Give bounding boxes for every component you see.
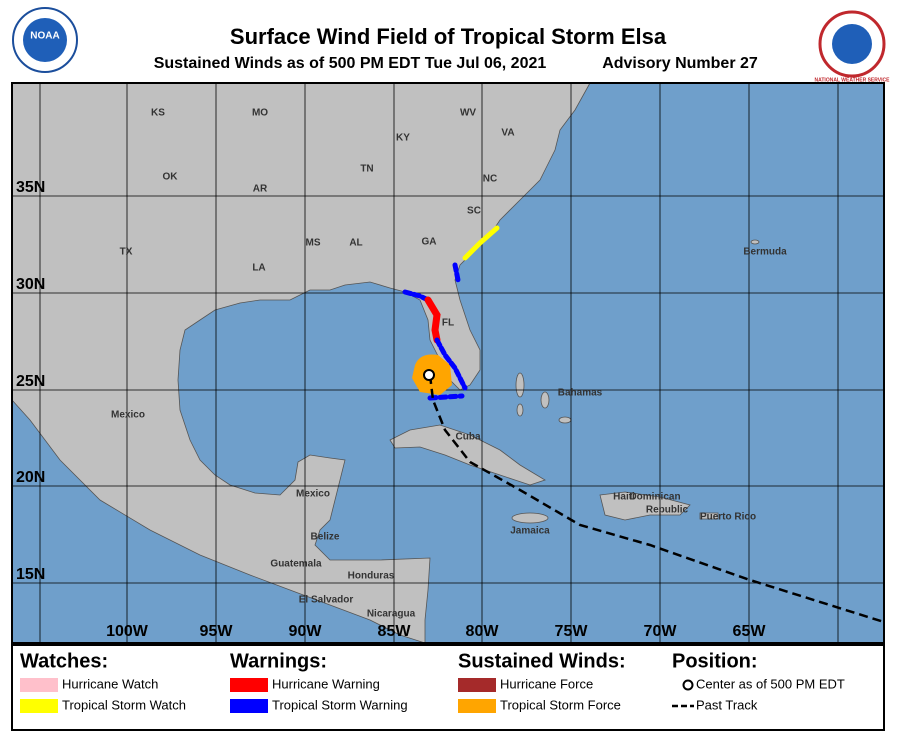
legend-swatch xyxy=(20,678,58,692)
place-label: FL xyxy=(442,318,454,329)
place-label: Bermuda xyxy=(743,247,787,258)
place-label: GA xyxy=(422,237,437,248)
map: 35N 30N 25N 20N 15N 100W 95W 90W 85W 80W 75W 70W 65W… xyxy=(11,82,885,644)
legend-item: Tropical Storm Watch xyxy=(62,697,186,712)
noaa-logo-text: NOAA xyxy=(30,31,59,42)
longitude-label: 80W xyxy=(466,623,500,640)
legend-center-symbol xyxy=(682,679,694,691)
title: Surface Wind Field of Tropical Storm Els… xyxy=(230,24,667,49)
longitude-label: 85W xyxy=(378,623,412,640)
hurricane-warning-coast xyxy=(424,296,441,344)
legend-item: Center as of 500 PM EDT xyxy=(696,676,845,691)
legend-title: Warnings: xyxy=(230,650,327,672)
legend-item: Past Track xyxy=(696,697,758,712)
bahamas-island xyxy=(540,391,550,409)
place-label: TN xyxy=(360,164,373,175)
place-label: VA xyxy=(501,128,514,139)
hispaniola xyxy=(599,491,691,521)
legend-swatch xyxy=(230,678,268,692)
subtitle: Sustained Winds as of 500 PM EDT Tue Jul… xyxy=(154,55,547,72)
legend-swatch xyxy=(458,699,496,713)
place-label: Nicaragua xyxy=(367,609,416,620)
legend-item: Hurricane Watch xyxy=(62,676,158,691)
nws-logo-inner xyxy=(832,24,872,64)
place-label: Honduras xyxy=(348,571,395,582)
place-label: KY xyxy=(396,133,410,144)
bermuda xyxy=(750,239,760,245)
cuba xyxy=(389,424,546,486)
place-label: LA xyxy=(252,263,265,274)
past-track xyxy=(428,374,885,624)
puerto-rico xyxy=(699,512,719,520)
place-label: TX xyxy=(120,247,133,258)
place-label: Dominican xyxy=(629,492,680,503)
place-label: OK xyxy=(163,172,179,183)
place-label: Cuba xyxy=(456,432,481,443)
place-label: Mexico xyxy=(111,410,145,421)
place-label: Jamaica xyxy=(510,526,550,537)
place-label: Belize xyxy=(311,532,340,543)
longitude-label: 100W xyxy=(106,623,149,640)
place-label: SC xyxy=(467,206,481,217)
longitude-label: 90W xyxy=(289,623,323,640)
bahamas-island xyxy=(515,372,525,398)
legend-frame xyxy=(11,644,885,731)
longitude-label: 75W xyxy=(555,623,589,640)
place-label: NC xyxy=(483,174,497,185)
latitude-label: 30N xyxy=(16,276,45,293)
place-label: Guatemala xyxy=(270,559,322,570)
legend-title: Watches: xyxy=(20,650,108,672)
place-label: AL xyxy=(349,238,362,249)
legend-swatch xyxy=(230,699,268,713)
north-america xyxy=(11,82,591,644)
legend-title: Sustained Winds: xyxy=(458,650,626,672)
legend-title: Position: xyxy=(672,650,758,672)
latitude-label: 25N xyxy=(16,373,45,390)
place-label: Mexico xyxy=(296,489,330,500)
advisory: Advisory Number 27 xyxy=(602,55,758,72)
nws-logo-text: NATIONAL WEATHER SERVICE xyxy=(815,77,891,83)
longitude-label: 70W xyxy=(644,623,678,640)
graticule xyxy=(12,83,884,643)
bahamas-island xyxy=(558,416,572,424)
legend-item: Tropical Storm Force xyxy=(500,697,621,712)
legend-item: Tropical Storm Warning xyxy=(272,697,408,712)
map-frame xyxy=(11,82,885,644)
bahamas-island xyxy=(516,403,524,417)
longitude-label: 95W xyxy=(200,623,234,640)
legend: Watches: Hurricane Watch Tropical Storm Wa… xyxy=(20,650,845,713)
place-label: WV xyxy=(460,108,476,119)
legend-item: Hurricane Warning xyxy=(272,676,380,691)
latitude-label: 35N xyxy=(16,179,45,196)
tropical-storm-watch-coast xyxy=(462,225,500,261)
legend-swatch xyxy=(20,699,58,713)
tropical-storm-warning-coast xyxy=(452,262,461,283)
place-label: AR xyxy=(253,184,268,195)
noaa-logo-inner xyxy=(23,18,67,62)
tropical-storm-warning-keys xyxy=(427,393,465,401)
latitude-label: 15N xyxy=(16,566,45,583)
place-label: Puerto Rico xyxy=(700,512,756,523)
place-label: MO xyxy=(252,108,268,119)
legend-swatch xyxy=(458,678,496,692)
place-label: Bahamas xyxy=(558,388,603,399)
legend-item: Hurricane Force xyxy=(500,676,593,691)
jamaica xyxy=(511,512,549,524)
place-label: KS xyxy=(151,108,165,119)
place-label: MS xyxy=(306,238,321,249)
place-label: Haiti xyxy=(613,492,635,503)
latitude-label: 20N xyxy=(16,469,45,486)
place-label: El Salvador xyxy=(299,595,354,606)
place-label: Republic xyxy=(646,505,689,516)
longitude-label: 65W xyxy=(733,623,767,640)
storm-center xyxy=(423,369,435,381)
tropical-storm-warning-coast xyxy=(434,337,468,391)
